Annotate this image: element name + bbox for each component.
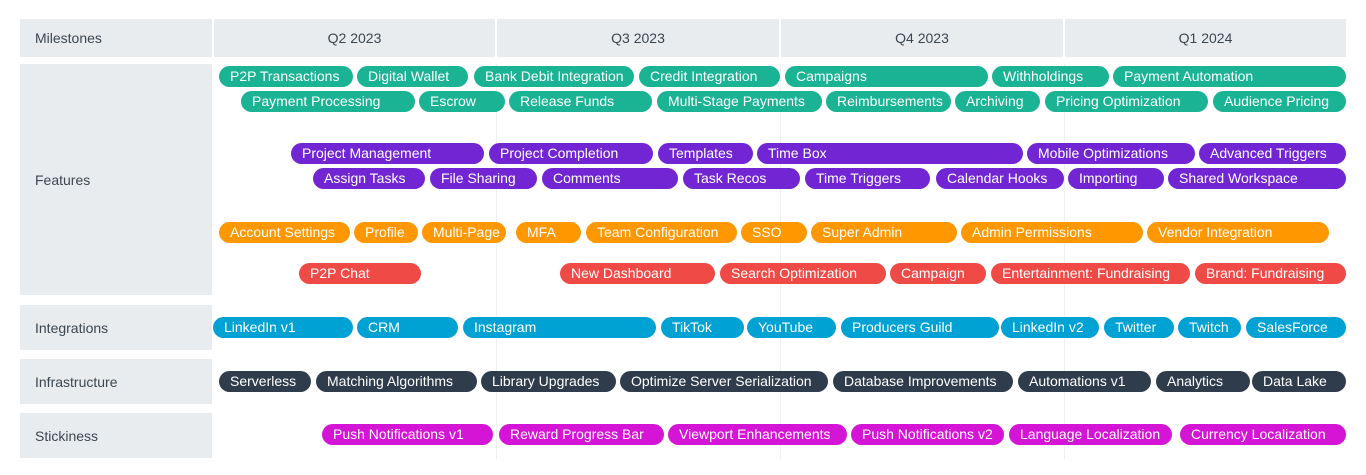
- roadmap-item[interactable]: Reward Progress Bar: [499, 424, 664, 445]
- quarter-divider: [780, 64, 781, 459]
- lane-label-stickiness: Stickiness: [20, 413, 212, 458]
- roadmap-item[interactable]: Payment Automation: [1113, 66, 1346, 87]
- roadmap-item[interactable]: LinkedIn v1: [213, 317, 353, 338]
- roadmap-item[interactable]: Time Triggers: [805, 168, 930, 189]
- roadmap-item[interactable]: Account Settings: [219, 222, 350, 243]
- roadmap-item[interactable]: Escrow: [419, 91, 505, 112]
- roadmap-item[interactable]: Entertainment: Fundraising: [991, 263, 1190, 284]
- roadmap-item[interactable]: Comments: [542, 168, 678, 189]
- roadmap-item[interactable]: Producers Guild: [841, 317, 999, 338]
- roadmap-item[interactable]: Calendar Hooks: [936, 168, 1064, 189]
- roadmap-item[interactable]: P2P Transactions: [219, 66, 353, 87]
- roadmap-item[interactable]: Optimize Server Serialization: [620, 371, 828, 392]
- roadmap-item[interactable]: Admin Permissions: [961, 222, 1143, 243]
- roadmap-item[interactable]: Project Management: [291, 143, 484, 164]
- roadmap-item[interactable]: Time Box: [757, 143, 1023, 164]
- lane-stickiness: Stickiness: [20, 413, 1346, 458]
- roadmap-item[interactable]: Bank Debit Integration: [474, 66, 634, 87]
- roadmap-item[interactable]: Assign Tasks: [313, 168, 425, 189]
- roadmap-item[interactable]: Twitter: [1104, 317, 1174, 338]
- roadmap-item[interactable]: Archiving: [955, 91, 1040, 112]
- milestones-header: Milestones: [20, 19, 212, 57]
- roadmap-item[interactable]: Team Configuration: [586, 222, 737, 243]
- quarter-header-q1-2024: Q1 2024: [1065, 19, 1346, 57]
- roadmap-item[interactable]: Advanced Triggers: [1199, 143, 1346, 164]
- lane-label-features: Features: [20, 64, 212, 295]
- roadmap-item[interactable]: Mobile Optimizations: [1027, 143, 1195, 164]
- roadmap-item[interactable]: Importing: [1068, 168, 1164, 189]
- roadmap-item[interactable]: New Dashboard: [560, 263, 715, 284]
- roadmap-item[interactable]: SalesForce: [1246, 317, 1346, 338]
- roadmap-item[interactable]: Serverless: [219, 371, 311, 392]
- quarter-header-q4-2023: Q4 2023: [781, 19, 1063, 57]
- roadmap-item[interactable]: LinkedIn v2: [1001, 317, 1099, 338]
- roadmap-item[interactable]: TikTok: [661, 317, 744, 338]
- roadmap-item[interactable]: MFA: [516, 222, 581, 243]
- roadmap-item[interactable]: Currency Localization: [1180, 424, 1346, 445]
- roadmap-item[interactable]: Profile: [354, 222, 418, 243]
- roadmap-item[interactable]: Analytics: [1156, 371, 1250, 392]
- roadmap-item[interactable]: SSO: [741, 222, 807, 243]
- roadmap-item[interactable]: Campaigns: [785, 66, 988, 87]
- roadmap-item[interactable]: Push Notifications v2: [851, 424, 1004, 445]
- roadmap-item[interactable]: File Sharing: [430, 168, 537, 189]
- roadmap-item[interactable]: Twitch: [1178, 317, 1241, 338]
- roadmap-item[interactable]: Reimbursements: [826, 91, 951, 112]
- roadmap-item[interactable]: Pricing Optimization: [1045, 91, 1208, 112]
- roadmap-item[interactable]: Shared Workspace: [1168, 168, 1346, 189]
- quarter-divider: [496, 64, 497, 459]
- roadmap-item[interactable]: Vendor Integration: [1147, 222, 1329, 243]
- lane-integrations: Integrations: [20, 305, 1346, 350]
- lane-features: Features: [20, 64, 1346, 295]
- lane-label-integrations: Integrations: [20, 305, 212, 350]
- roadmap-item[interactable]: Multi-Stage Payments: [657, 91, 822, 112]
- roadmap-item[interactable]: Campaign: [890, 263, 986, 284]
- roadmap-item[interactable]: Library Upgrades: [481, 371, 616, 392]
- roadmap-item[interactable]: Viewport Enhancements: [668, 424, 847, 445]
- roadmap-item[interactable]: Digital Wallet: [357, 66, 468, 87]
- quarter-header-q2-2023: Q2 2023: [214, 19, 495, 57]
- lane-infrastructure: Infrastructure: [20, 359, 1346, 404]
- roadmap-item[interactable]: Payment Processing: [241, 91, 415, 112]
- roadmap-item[interactable]: Instagram: [463, 317, 656, 338]
- roadmap-item[interactable]: Project Completion: [489, 143, 653, 164]
- roadmap-item[interactable]: CRM: [357, 317, 458, 338]
- quarter-header-q3-2023: Q3 2023: [497, 19, 779, 57]
- roadmap-item[interactable]: Templates: [658, 143, 753, 164]
- roadmap-item[interactable]: Search Optimization: [720, 263, 886, 284]
- roadmap-item[interactable]: Release Funds: [509, 91, 652, 112]
- roadmap-item[interactable]: Database Improvements: [833, 371, 1013, 392]
- quarter-divider: [1064, 64, 1065, 459]
- roadmap-item[interactable]: Withholdings: [992, 66, 1109, 87]
- roadmap-item[interactable]: Credit Integration: [639, 66, 780, 87]
- roadmap-item[interactable]: Automations v1: [1018, 371, 1151, 392]
- roadmap-item[interactable]: Language Localization: [1009, 424, 1172, 445]
- roadmap-item[interactable]: Super Admin: [811, 222, 957, 243]
- roadmap-item[interactable]: Matching Algorithms: [316, 371, 477, 392]
- roadmap-item[interactable]: Audience Pricing: [1213, 91, 1346, 112]
- roadmap-item[interactable]: YouTube: [747, 317, 836, 338]
- lane-label-infrastructure: Infrastructure: [20, 359, 212, 404]
- roadmap-item[interactable]: Multi-Page: [422, 222, 506, 243]
- roadmap-item[interactable]: P2P Chat: [299, 263, 421, 284]
- roadmap-item[interactable]: Task Recos: [683, 168, 800, 189]
- roadmap-item[interactable]: Brand: Fundraising: [1195, 263, 1346, 284]
- roadmap-item[interactable]: Push Notifications v1: [322, 424, 493, 445]
- roadmap-item[interactable]: Data Lake: [1252, 371, 1346, 392]
